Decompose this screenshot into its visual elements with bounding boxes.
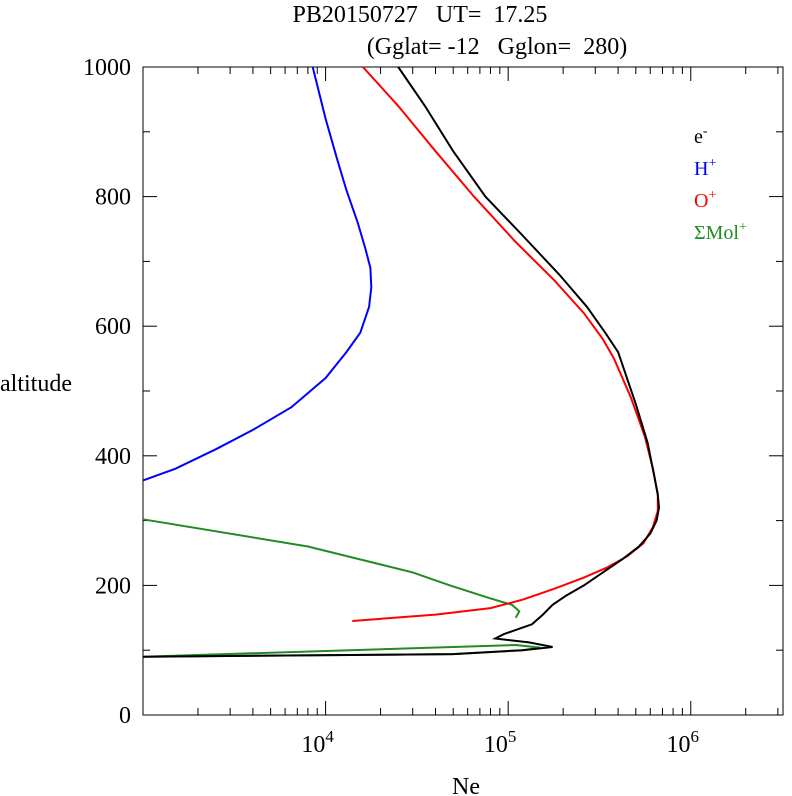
y-tick-label: 600 — [95, 314, 131, 340]
y-tick-label: 400 — [95, 444, 131, 470]
x-axis-label: Ne — [452, 774, 480, 796]
y-tick-label: 1000 — [83, 55, 131, 81]
legend-entry: H+ — [694, 156, 716, 180]
y-tick-label: 800 — [95, 185, 131, 211]
series-line-h — [142, 66, 373, 482]
y-tick-label: 200 — [95, 573, 131, 599]
legend-entry: O+ — [694, 188, 716, 212]
y-tick-label: 0 — [119, 703, 131, 729]
chart-title-line2: (Gglat= -12 Gglon= 280) — [367, 34, 627, 60]
legend-entry: ΣMol+ — [694, 220, 747, 244]
y-axis: 0 200 400 600 800 1000 — [83, 55, 783, 729]
x-tick-label: 105 — [484, 727, 517, 758]
x-tick-label: 106 — [667, 727, 700, 758]
legend: e- H+ O+ ΣMol+ — [694, 124, 747, 244]
legend-entry: e- — [694, 124, 708, 148]
series-line-mol-upper — [142, 518, 521, 619]
series-layer — [142, 66, 661, 658]
x-tick-label: 104 — [301, 727, 334, 758]
chart-title-line1: PB20150727 UT= 17.25 — [293, 2, 548, 28]
y-axis-label: altitude — [0, 371, 72, 397]
x-axis: 104 105 106 — [142, 67, 779, 758]
series-line-e — [142, 66, 661, 658]
